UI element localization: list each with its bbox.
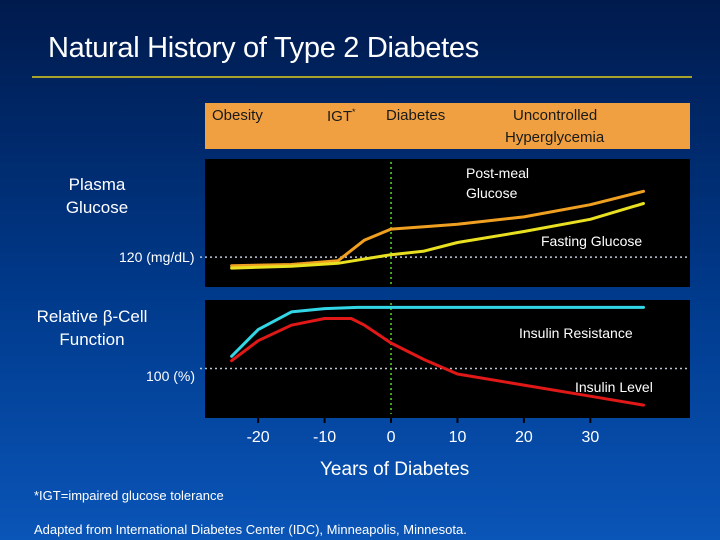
plasma-glucose-label-line1: Plasma <box>68 175 126 194</box>
stage-bar: Obesity IGT* Diabetes Uncontrolled Hyper… <box>205 103 690 149</box>
title-underline <box>32 76 692 78</box>
stage-uncontrolled: Uncontrolled <box>513 107 598 124</box>
beta-cell-label-line2: Function <box>59 330 125 349</box>
x-axis-title: Years of Diabetes <box>320 459 470 480</box>
beta-cell-reference-label: 100 (%) <box>146 368 196 384</box>
post-meal-glucose-label-1: Post-meal <box>466 165 529 181</box>
stage-diabetes: Diabetes <box>386 107 446 124</box>
insulin-resistance-line <box>230 305 645 358</box>
fasting-glucose-label-1: Fasting Glucose <box>541 233 642 249</box>
stage-igt: IGT* <box>327 107 356 125</box>
x-tick-label: -20 <box>247 429 270 446</box>
insulin-level-line <box>230 317 645 407</box>
x-tick-label: 20 <box>515 429 533 446</box>
post-meal-glucose-label-2: Glucose <box>466 185 518 201</box>
x-tick-label: 10 <box>449 429 467 446</box>
x-tick-label: 0 <box>387 429 396 446</box>
fasting-glucose-line <box>230 202 645 270</box>
x-tick-label: -10 <box>313 429 336 446</box>
beta-cell-panel <box>205 300 690 417</box>
beta-cell-label-line1: Relative β-Cell <box>36 307 148 326</box>
plasma-glucose-label: Plasma Glucose <box>52 173 142 219</box>
stage-igt-mark: * <box>352 107 356 117</box>
page-title: Natural History of Type 2 Diabetes <box>48 32 479 64</box>
stage-obesity: Obesity <box>212 107 263 124</box>
source-note: Adapted from International Diabetes Cent… <box>34 522 467 537</box>
stage-hyperglycemia: Hyperglycemia <box>505 129 605 146</box>
post-meal-glucose-line <box>230 189 645 268</box>
glucose-reference-label: 120 (mg/dL) <box>119 249 195 265</box>
stage-igt-label: IGT <box>327 108 352 125</box>
plasma-glucose-label-line2: Glucose <box>65 198 129 217</box>
footnote: *IGT=impaired glucose tolerance <box>34 488 224 503</box>
insulin-resistance-label-1: Insulin Resistance <box>519 325 633 341</box>
x-tick-label: 30 <box>581 429 599 446</box>
insulin-level-label-1: Insulin Level <box>575 379 653 395</box>
beta-cell-function-label: Relative β-Cell Function <box>22 305 162 351</box>
